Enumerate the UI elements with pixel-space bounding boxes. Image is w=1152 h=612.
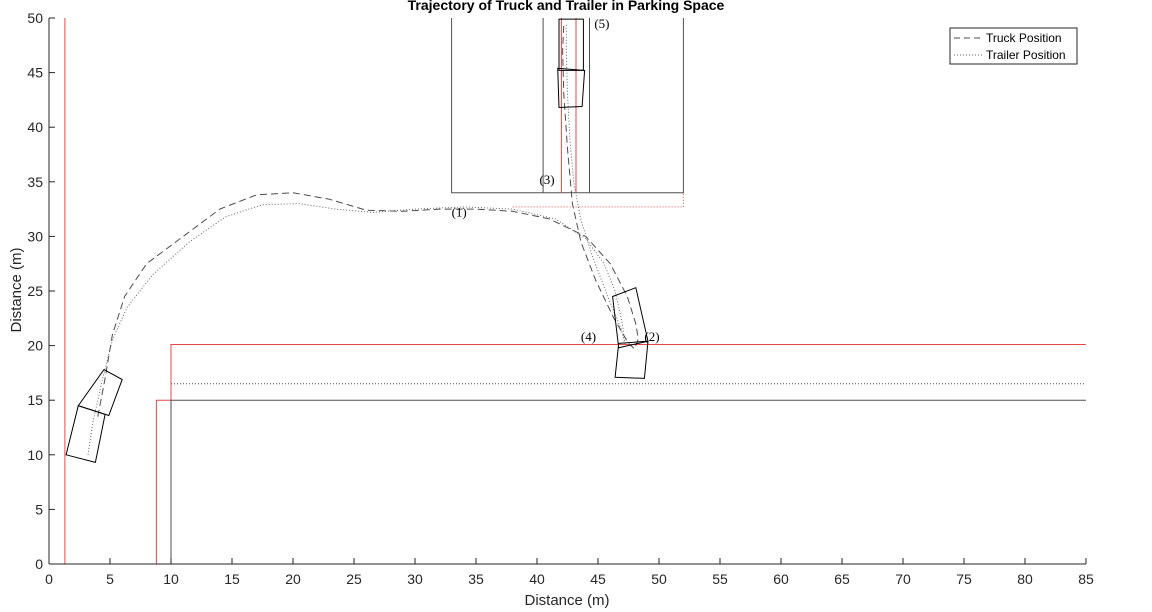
y-tick-label: 0	[35, 556, 43, 572]
x-tick-label: 0	[45, 571, 53, 587]
annotations-layer: (1) (2) (3) (4) (5)	[452, 16, 660, 344]
boundary-line-8	[512, 192, 684, 208]
x-tick-label: 85	[1078, 571, 1094, 587]
boundary-line-3	[170, 399, 1086, 564]
x-tick-label: 30	[407, 571, 423, 587]
x-tick-label: 55	[712, 571, 728, 587]
x-tick-label: 75	[956, 571, 972, 587]
y-tick-label: 40	[27, 119, 43, 135]
y-tick-label: 35	[27, 174, 43, 190]
annotation-label-3: (3)	[539, 172, 554, 187]
x-axis-label: Distance (m)	[524, 592, 609, 609]
x-tick-label: 65	[834, 571, 850, 587]
y-tick-label: 20	[27, 338, 43, 354]
vehicle-outline-1	[65, 405, 106, 464]
y-tick-label: 15	[27, 392, 43, 408]
x-tick-label: 45	[590, 571, 606, 587]
boundary-line-1	[155, 399, 171, 564]
y-tick-label: 50	[27, 10, 43, 26]
y-tick-label: 30	[27, 228, 43, 244]
x-tick-label: 5	[106, 571, 114, 587]
chart-title: Trajectory of Truck and Trailer in Parki…	[408, 0, 725, 13]
truck-position-line	[97, 23, 639, 417]
y-tick-label: 10	[27, 447, 43, 463]
x-tick-label: 80	[1017, 571, 1033, 587]
y-axis-label: Distance (m)	[8, 247, 25, 332]
legend-box	[949, 27, 1078, 65]
annotation-label-5: (5)	[594, 16, 609, 31]
x-tick-label: 60	[773, 571, 789, 587]
vehicle-outline-2	[612, 287, 649, 349]
legend-label-truck: Truck Position	[986, 31, 1062, 45]
x-tick-label: 25	[346, 571, 362, 587]
series-layer	[87, 23, 639, 455]
boundary-line-2	[170, 344, 1086, 401]
boundary-line-5	[451, 18, 684, 194]
x-tick-label: 35	[468, 571, 484, 587]
x-tick-label: 70	[895, 571, 911, 587]
x-tick-label: 15	[224, 571, 240, 587]
boundaries-layer	[64, 18, 1086, 564]
annotation-label-2: (2)	[644, 329, 659, 344]
x-tick-label: 10	[163, 571, 179, 587]
vehicle-outline-3	[614, 340, 649, 379]
y-tick-label: 25	[27, 283, 43, 299]
vehicle-outline-0	[77, 368, 123, 417]
x-tick-label: 20	[285, 571, 301, 587]
vehicle-outline-5	[557, 67, 586, 109]
vehicles-layer	[65, 18, 649, 464]
x-tick-label: 40	[529, 571, 545, 587]
y-tick-label: 5	[35, 501, 43, 517]
axes-layer: 0 5 10 15 20 25 30 35 40 45 50 55 60 65 70 75 80 85 0 5 10 15…	[27, 10, 1094, 587]
annotation-label-1: (1)	[452, 205, 467, 220]
legend-label-trailer: Trailer Position	[986, 48, 1066, 62]
y-tick-label: 45	[27, 65, 43, 81]
x-tick-label: 50	[651, 571, 667, 587]
annotation-label-4: (4)	[581, 329, 596, 344]
trailer-position-line	[87, 23, 626, 455]
legend: Truck Position Trailer Position	[949, 27, 1078, 65]
